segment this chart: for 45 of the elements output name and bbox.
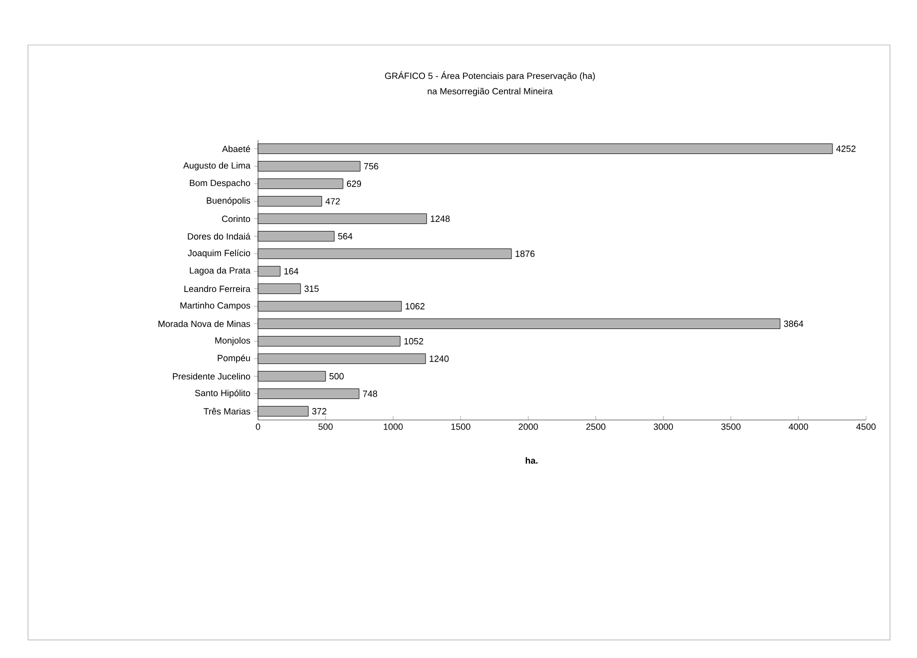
x-tick-label: 1500 — [451, 424, 470, 430]
data-label: 3864 — [784, 320, 804, 327]
y-tick-label: Santo Hipólito — [195, 390, 250, 398]
x-tick-label: 1000 — [384, 424, 403, 430]
x-tick-label: 3000 — [654, 424, 673, 430]
x-tick-label: 2000 — [518, 424, 538, 430]
x-tick-label: 500 — [318, 424, 333, 430]
y-tick-label: Três Marias — [204, 408, 250, 415]
data-label: 629 — [346, 180, 362, 187]
x-tick-label: 4000 — [788, 424, 808, 430]
y-tick-label: Dores do Indaiá — [188, 232, 250, 240]
data-label: 1062 — [406, 303, 425, 310]
data-label: 472 — [326, 198, 340, 204]
data-label: 1052 — [404, 338, 424, 344]
data-label: 315 — [304, 286, 319, 292]
chart-subtitle: na Mesorregião Central Mineira — [428, 88, 553, 96]
data-label: 756 — [364, 163, 378, 170]
y-tick-label: Presidente Jucelino — [172, 372, 250, 380]
data-label: 1876 — [516, 250, 535, 257]
y-tick-label: Joaquim Felício — [188, 250, 250, 258]
data-label: 500 — [329, 373, 344, 380]
y-tick-label: Bom Despacho — [190, 180, 250, 188]
x-tick-label: 4500 — [856, 424, 876, 430]
y-tick-label: Corinto — [222, 215, 250, 222]
y-tick-label: Martinho Campos — [180, 302, 250, 310]
y-tick-label: Leandro Ferreira — [184, 285, 250, 292]
data-label: 1248 — [430, 216, 450, 222]
y-tick-label: Pompéu — [218, 354, 250, 363]
data-label: 1240 — [430, 356, 449, 362]
x-axis-title: ha. — [526, 457, 538, 464]
y-tick-label: Augusto de Lima — [183, 162, 250, 170]
x-tick-label: 0 — [256, 424, 260, 430]
data-label: 4252 — [836, 146, 856, 152]
data-label: 372 — [312, 408, 326, 414]
y-tick-label: Morada Nova de Minas — [158, 320, 250, 328]
data-label: 748 — [363, 390, 378, 397]
y-tick-label: Buenópolis — [206, 197, 250, 206]
x-tick-label: 3500 — [721, 424, 741, 430]
chart-title: GRÁFICO 5 - Área Potenciais para Preservação (ha) — [385, 71, 595, 81]
y-tick-label: Abaeté — [222, 145, 250, 152]
data-label: 564 — [338, 233, 352, 240]
y-tick-label: Lagoa da Prata — [190, 267, 250, 276]
y-tick-label: Monjolos — [215, 337, 250, 346]
data-label: 164 — [284, 268, 298, 274]
x-tick-label: 2500 — [586, 424, 606, 430]
